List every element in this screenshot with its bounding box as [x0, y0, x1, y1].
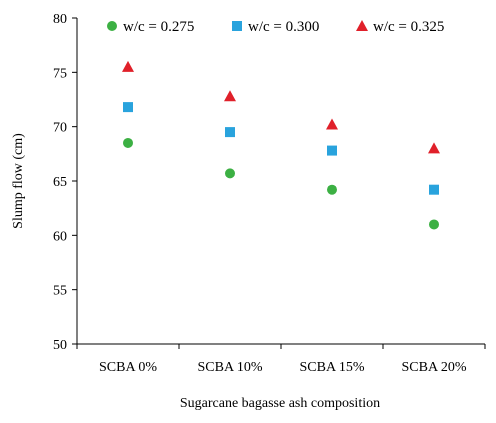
y-tick-label: 60	[53, 229, 67, 244]
y-tick-label: 55	[53, 284, 67, 299]
x-tick-label: SCBA 15%	[300, 360, 365, 375]
legend-label: w/c = 0.275	[123, 19, 194, 35]
data-point-triangle	[428, 142, 440, 154]
x-axis-title: Sugarcane bagasse ash composition	[180, 396, 380, 411]
data-point-triangle	[122, 60, 134, 72]
data-point-circle	[429, 219, 439, 230]
legend-label: w/c = 0.300	[248, 19, 319, 35]
y-tick-label: 65	[53, 175, 67, 190]
legend-marker-triangle	[356, 20, 368, 31]
y-tick-label: 70	[53, 121, 67, 136]
data-point-circle	[327, 184, 337, 195]
x-tick-label: SCBA 20%	[402, 360, 467, 375]
y-axis: 50 55 60 65 70 75 80	[53, 12, 78, 353]
data-point-triangle	[224, 90, 236, 102]
y-tick-label: 50	[53, 338, 67, 353]
data-point-square	[429, 184, 439, 195]
data-point-circle	[123, 137, 133, 148]
data-point-triangle	[326, 118, 338, 130]
data-point-circle	[225, 168, 235, 179]
legend-label: w/c = 0.325	[373, 19, 444, 35]
x-tick-label: SCBA 10%	[198, 360, 263, 375]
legend-marker-square	[232, 21, 242, 31]
y-axis-title: Slump flow (cm)	[11, 133, 26, 229]
data-points	[122, 60, 440, 230]
data-point-square	[225, 127, 235, 138]
legend: w/c = 0.275 w/c = 0.300 w/c = 0.325	[107, 19, 444, 35]
data-point-square	[327, 145, 337, 156]
y-tick-label: 80	[53, 12, 67, 27]
data-point-square	[123, 102, 133, 113]
x-axis: SCBA 0% SCBA 10% SCBA 15% SCBA 20%	[76, 343, 486, 375]
y-tick-label: 75	[53, 66, 67, 81]
x-tick-label: SCBA 0%	[99, 360, 157, 375]
legend-marker-circle	[107, 21, 117, 31]
